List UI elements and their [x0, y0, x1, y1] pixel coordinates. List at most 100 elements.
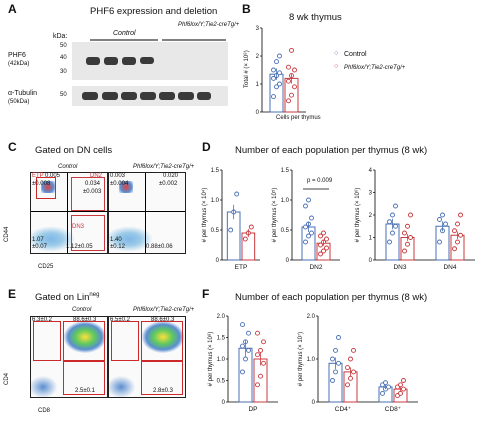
facs-c-ko: [108, 172, 186, 254]
f-cd48-point: [345, 365, 350, 371]
kda-label: kDa:: [53, 33, 68, 40]
c-control-q1b: ±0.008: [32, 181, 51, 187]
c-control-q2b: ±0.003: [83, 189, 102, 195]
d-dn2-point: [309, 215, 314, 221]
d-dn34-point: [440, 212, 445, 218]
d-dn34-point: [405, 241, 410, 247]
panel-c-sub-control: Control: [58, 164, 78, 170]
d-dn34-point: [458, 232, 463, 238]
d-dn34-xlabel: DN3: [393, 264, 406, 271]
c-etp-label: ETP: [32, 173, 44, 179]
d-dn34-ytick-label: 2: [369, 213, 373, 219]
c-control-q1: 0.005: [45, 173, 61, 179]
b-ytick-label: 3: [256, 26, 260, 32]
d-dn34-point: [408, 212, 413, 218]
tubulin-label: α-Tubulin: [8, 90, 38, 97]
f-cd48-xlabel: CD4⁺: [335, 406, 352, 413]
legend-ko-marker: ○: [334, 63, 339, 70]
d-dn2-ytick-label: 1.0: [281, 198, 290, 204]
d-dn34-point: [387, 239, 392, 245]
f-dp-ylabel: # per thymus (× 10⁸): [207, 332, 214, 387]
panel-b-xlabel: Cells per thymus: [276, 115, 321, 121]
facs-c-control: [30, 172, 108, 254]
d-dn34-point: [405, 223, 410, 229]
f-dp-point: [240, 322, 245, 328]
d-dn2-point: [321, 248, 326, 254]
f-cd48-point: [330, 356, 335, 362]
panel-letter-e: E: [8, 287, 17, 301]
b-point: [289, 92, 294, 98]
d-dn34-point: [437, 217, 442, 222]
d-dn34-point: [408, 235, 413, 240]
d-dn2-xlabel: DN2: [309, 264, 322, 271]
b-ytick-label: 0: [256, 110, 260, 116]
f-dp-point: [258, 347, 263, 353]
d-dn34-point: [452, 228, 457, 234]
b-point: [277, 53, 282, 59]
f-cd48-point: [383, 380, 388, 386]
group-control-label: Control: [113, 30, 136, 37]
panel-e-title: Gated on Linneg: [35, 292, 100, 304]
panel-d-pvalue: p = 0.009: [307, 178, 333, 184]
d-dn2-point: [309, 230, 314, 236]
f-cd48-point: [380, 390, 385, 396]
b-point: [277, 81, 282, 87]
panel-letter-b: B: [242, 2, 251, 16]
d-dn34-point: [387, 219, 392, 225]
f-cd48-point: [401, 378, 406, 383]
d-dn34-point: [393, 223, 398, 229]
group-ko-label: Phf6lox/Y;Tie2-creTg/+: [178, 22, 240, 28]
f-cd48-ytick-label: 0: [312, 400, 316, 406]
d-dn2-point: [303, 239, 308, 245]
f-cd48-ytick-label: 1.0: [307, 357, 316, 363]
c-ko-q3: 1.40: [110, 237, 122, 243]
panel-d-title: Number of each population per thymus (8 …: [235, 145, 428, 156]
f-cd48-xlabel: CD8⁺: [385, 406, 402, 413]
b-point: [286, 78, 291, 84]
d-dn34-ylabel: # per thymus (× 10⁶): [354, 188, 361, 243]
d-etp-ylabel: # per thymus (× 10⁴): [201, 188, 208, 243]
d-etp-ytick-label: 1.0: [211, 198, 220, 204]
d-dn2-ylabel: # per thymus (× 10⁵): [271, 188, 278, 243]
d-dn34-ytick-label: 3: [369, 191, 373, 197]
e-ko-tl: 6.5±0.2: [110, 317, 130, 323]
panel-c-xlabel: CD25: [38, 264, 54, 270]
panel-c-sub-ko: Phf6lox/Y;Tie2-creTg/+: [133, 164, 195, 170]
d-dn2-point: [324, 236, 329, 242]
d-dn2-point: [321, 230, 326, 236]
d-etp-ytick-label: 1.5: [211, 168, 220, 174]
d-etp-point: [242, 236, 248, 242]
f-dp-xlabel: DP: [248, 406, 257, 413]
f-dp-point: [255, 330, 260, 336]
f-cd48-point: [336, 360, 341, 366]
f-dp-ytick-label: 0: [222, 400, 226, 406]
f-cd48-point: [398, 382, 403, 388]
c-control-q3b: ±0.07: [32, 244, 47, 250]
b-point: [271, 94, 276, 100]
facs-e-control: [30, 316, 108, 398]
f-cd48-point: [401, 386, 406, 392]
f-dp-point: [240, 343, 245, 349]
d-dn34-point: [455, 239, 460, 245]
legend-control: Control: [344, 51, 367, 58]
d-dn2-ytick-label: 0: [286, 258, 290, 264]
e-ko-tr: 88.6±0.3: [151, 317, 175, 323]
d-dn2-point: [318, 242, 323, 248]
f-dp-point: [258, 373, 263, 379]
f-cd48-ytick-label: 2.0: [307, 314, 316, 320]
kda-50-b: 50: [60, 92, 67, 98]
f-dp-ytick-label: 1.5: [217, 336, 226, 342]
d-dn34-point: [437, 239, 442, 245]
kda-30: 30: [60, 69, 67, 75]
d-etp-point: [234, 191, 240, 197]
b-ytick-label: 1: [256, 82, 260, 88]
panel-e-xlabel: CD8: [38, 408, 51, 414]
f-dp-point: [240, 369, 245, 375]
f-dp-point: [246, 330, 251, 336]
c-ko-q1b: ±0.004: [110, 181, 129, 187]
f-cd48-point: [348, 375, 353, 381]
e-control-tl: 6.3±0.2: [32, 317, 52, 323]
d-dn34-point: [390, 230, 395, 236]
